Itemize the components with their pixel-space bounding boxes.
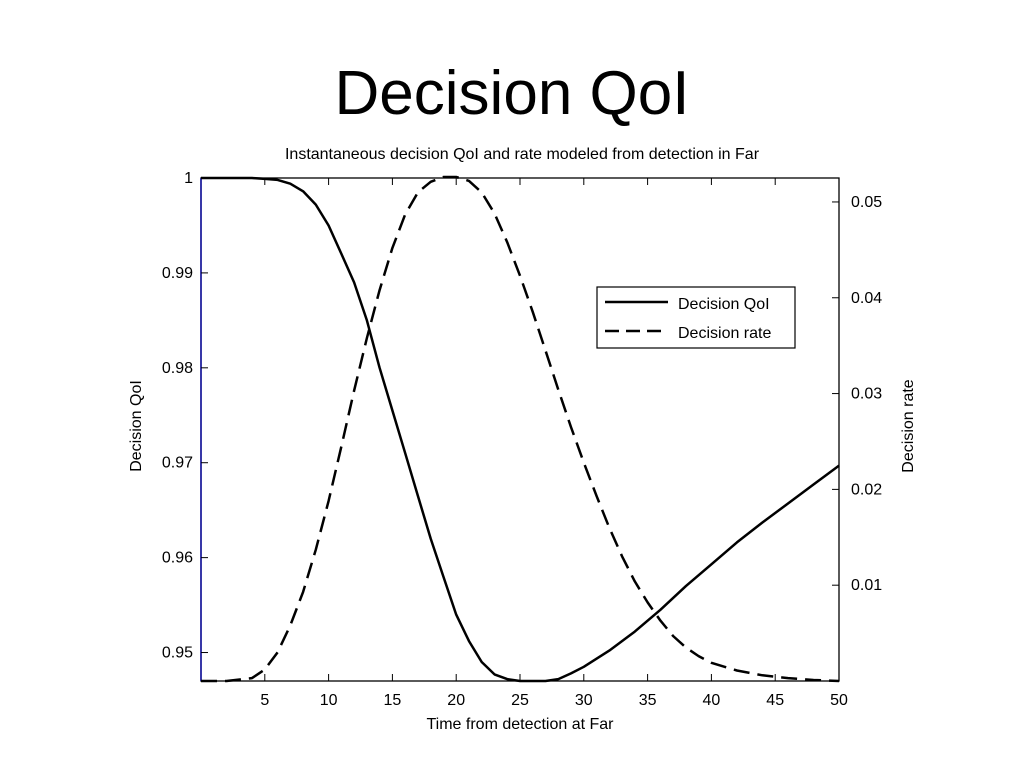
left-tick-label: 0.95: [162, 645, 193, 662]
left-tick-label: 0.97: [162, 455, 193, 472]
right-tick-label: 0.01: [851, 577, 882, 594]
x-axis-ticks: 5 10 15 20 25 30 35 40 45 50: [260, 178, 848, 709]
right-tick-label: 0.03: [851, 386, 882, 403]
right-axis-label: Decision rate: [900, 379, 917, 472]
x-tick-label: 30: [575, 692, 593, 709]
left-tick-label: 0.99: [162, 265, 193, 282]
legend-label-decision-rate: Decision rate: [678, 325, 771, 342]
slide-title: Decision QoI: [334, 59, 690, 128]
legend-box: [596, 286, 796, 349]
right-axis-ticks: 0.01 0.02 0.03 0.04 0.05: [832, 194, 882, 594]
x-tick-label: 5: [260, 692, 269, 709]
left-tick-label: 1: [184, 170, 193, 187]
chart-title: Instantaneous decision QoI and rate mode…: [285, 146, 760, 163]
right-tick-label: 0.05: [851, 194, 882, 211]
right-tick-label: 0.02: [851, 481, 882, 498]
left-tick-label: 0.98: [162, 360, 193, 377]
series-line-decision-rate: [201, 175, 840, 683]
left-tick-label: 0.96: [162, 550, 193, 567]
legend-label-decision-qoi: Decision QoI: [678, 296, 770, 313]
plot-area: [200, 177, 840, 682]
x-tick-label: 15: [384, 692, 402, 709]
x-axis-label: Time from detection at Far: [426, 716, 614, 733]
x-tick-label: 35: [639, 692, 657, 709]
left-axis-ticks: 0.95 0.96 0.97 0.98 0.99 1: [162, 170, 208, 662]
x-tick-label: 20: [447, 692, 465, 709]
x-tick-label: 25: [511, 692, 529, 709]
x-tick-label: 40: [703, 692, 721, 709]
left-axis-label: Decision QoI: [128, 380, 145, 472]
legend: Decision QoI Decision rate: [596, 286, 796, 349]
x-tick-label: 50: [830, 692, 848, 709]
right-tick-label: 0.04: [851, 290, 882, 307]
series-line-decision-qoi: [201, 176, 840, 683]
series-group: [201, 175, 840, 683]
x-tick-label: 45: [766, 692, 784, 709]
x-tick-label: 10: [320, 692, 338, 709]
